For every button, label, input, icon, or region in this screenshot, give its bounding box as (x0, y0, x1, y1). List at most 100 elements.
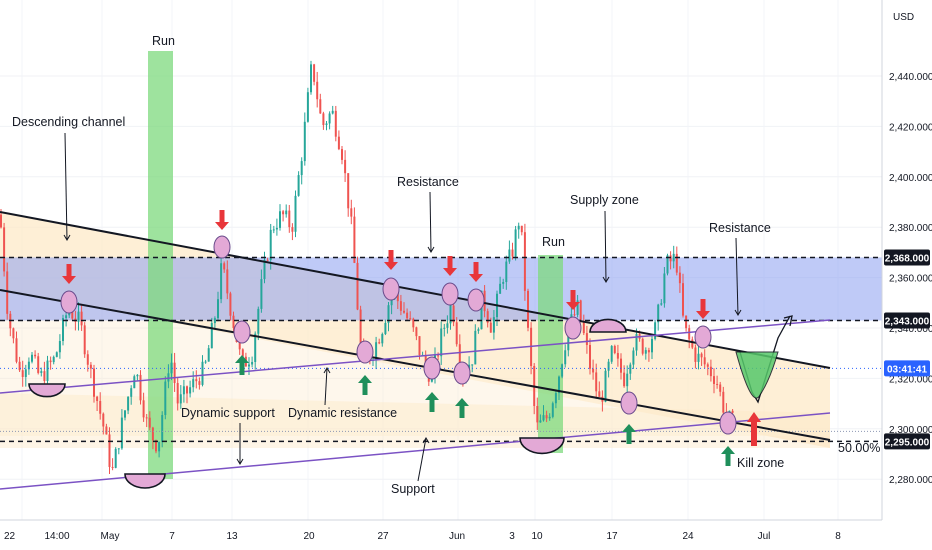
candle-body (86, 354, 89, 365)
green-up-arrow-5 (721, 446, 735, 454)
candle-body (536, 406, 539, 423)
annotation-resistance2: Resistance (709, 221, 771, 235)
x-tick-label: 17 (606, 531, 618, 542)
annotation-supply-zone: Supply zone (570, 193, 639, 207)
candle-body (272, 229, 275, 231)
red-arrow-shaft-1 (219, 210, 225, 222)
candle-body (232, 315, 235, 328)
candle-body (18, 361, 21, 371)
candle-body (564, 350, 567, 365)
candle-body (632, 350, 635, 365)
candle-body (647, 350, 650, 353)
candle-body (31, 354, 33, 362)
candle-body (567, 327, 570, 351)
annotation-resistance1: Resistance (397, 175, 459, 189)
candle-body (263, 259, 266, 280)
candle-body (102, 413, 105, 427)
candle-body (585, 333, 588, 346)
candle-body (15, 338, 18, 362)
candle-body (46, 360, 49, 381)
candle-body (226, 269, 229, 294)
candle-body (697, 353, 700, 362)
candle-body (328, 113, 331, 124)
candle-body (306, 92, 309, 122)
candle-body (322, 113, 325, 126)
y-axis-panel (882, 0, 932, 550)
candle-body (58, 341, 61, 353)
annotation-dynamic-support: Dynamic support (181, 406, 275, 420)
candle-body (251, 361, 254, 365)
fib-50-label: 50.00% (838, 441, 880, 455)
y-tick-label: 2,360.000 (889, 274, 932, 285)
candle-body (207, 348, 210, 362)
candle-body (130, 388, 133, 397)
candle-body (502, 282, 505, 284)
candle-body (285, 210, 288, 215)
candle-body (356, 262, 359, 310)
candle-body (644, 350, 647, 354)
price-tag-label-1: 2,343.000 (885, 316, 930, 327)
candle-body (381, 334, 384, 344)
red-arrow-shaft-3 (447, 256, 453, 268)
candle-body (387, 305, 390, 323)
candle-body (198, 381, 201, 385)
candle-body (709, 366, 712, 377)
candle-body (217, 299, 219, 319)
currency-label: USD (893, 12, 914, 23)
candle-body (117, 448, 120, 450)
y-tick-label: 2,280.000 (889, 475, 932, 486)
candle-body (517, 225, 520, 230)
red-up-arrow (747, 412, 761, 422)
candle-body (269, 229, 272, 260)
red-down-arrow-5 (566, 302, 580, 310)
candle-body (344, 159, 347, 174)
y-tick-label: 2,440.000 (889, 72, 932, 83)
candle-body (142, 400, 145, 418)
candle-body (37, 356, 40, 373)
candle-body (3, 227, 6, 272)
touch-point-3 (382, 277, 400, 301)
candle-body (350, 208, 353, 217)
candle-body (641, 338, 644, 354)
trend-lines (0, 211, 882, 490)
candle-body (99, 401, 102, 414)
candle-body (145, 417, 148, 419)
candle-body (223, 263, 226, 270)
candle-body (458, 344, 461, 368)
candle-body (406, 312, 409, 319)
candle-body (139, 374, 142, 401)
candle-body (505, 261, 508, 283)
pointer-support (417, 437, 427, 482)
candle-body (248, 364, 250, 367)
price-tag-bg-1 (884, 312, 930, 329)
green-arrow-shaft-1 (362, 383, 368, 395)
price-tag-label-0: 2,368.000 (885, 253, 930, 264)
candle-body (155, 440, 157, 452)
candle-body (71, 310, 74, 319)
red-down-arrow-2 (384, 262, 398, 270)
candle-body (120, 417, 123, 449)
y-tick-label: 2,400.000 (889, 173, 932, 184)
green-up-arrow-4 (622, 424, 636, 432)
candle-body (89, 364, 92, 369)
candle-body (440, 328, 443, 357)
support-zone (0, 393, 830, 448)
x-tick-label: May (101, 531, 120, 542)
candle-body (347, 173, 350, 209)
price-tag-bg-2 (884, 433, 930, 450)
candle-body (173, 362, 176, 384)
candle-body (452, 305, 455, 323)
candle-body (483, 290, 486, 312)
candle-body (55, 352, 58, 357)
candle-body (449, 305, 452, 324)
x-tick-label: 10 (531, 531, 543, 542)
candle-body (480, 290, 483, 330)
candle-body (409, 318, 412, 320)
red-arrow-shaft-0 (66, 264, 72, 276)
candle-body (660, 303, 663, 305)
red-down-arrow-6 (696, 311, 710, 319)
pointer-descending-channel-head (63, 234, 71, 241)
candle-body (598, 391, 601, 397)
candle-body (399, 301, 402, 311)
